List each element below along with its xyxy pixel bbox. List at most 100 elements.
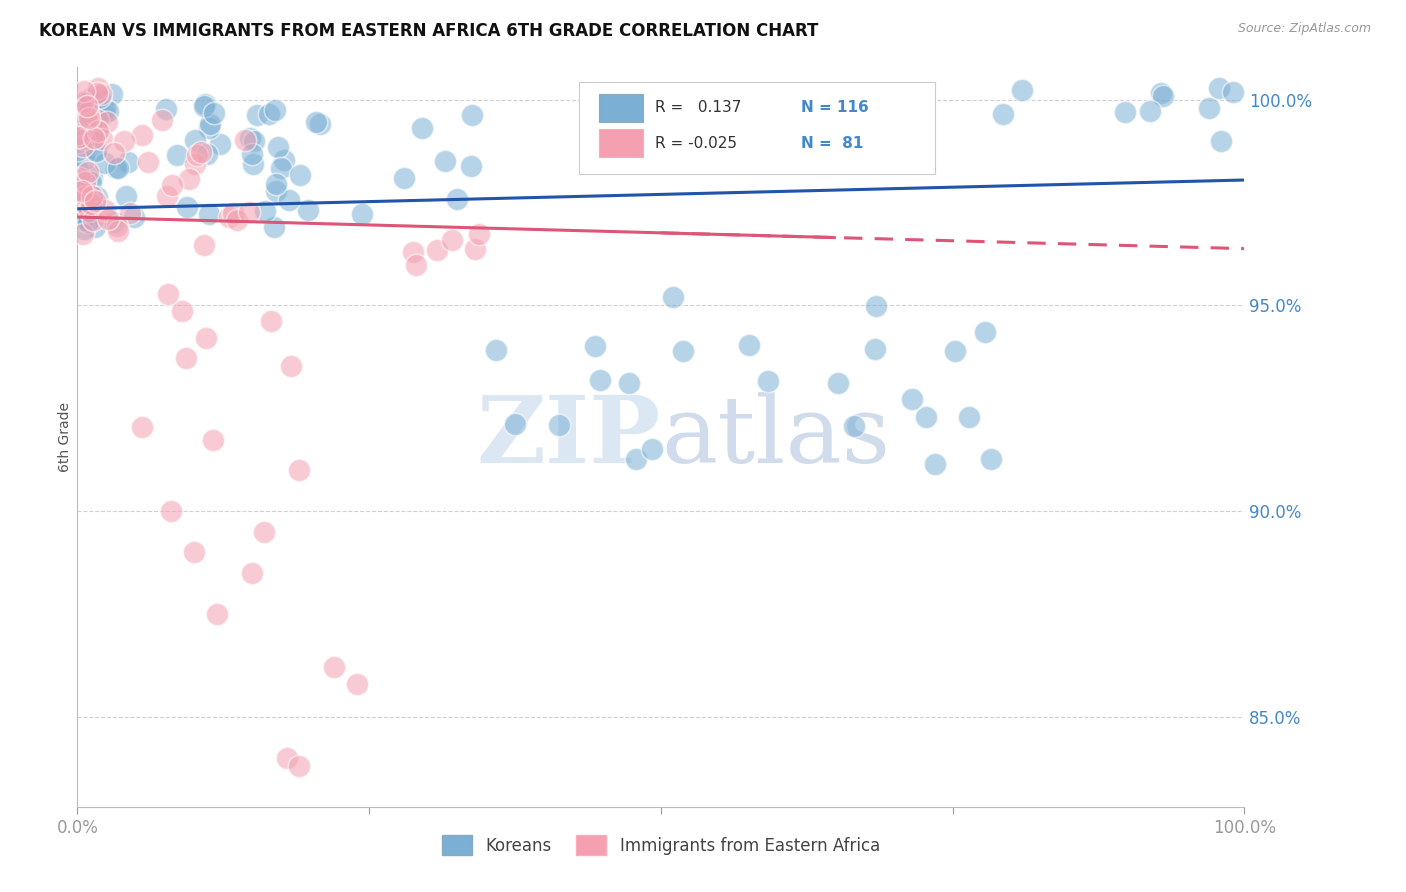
Point — [172, 304, 194, 318]
FancyBboxPatch shape — [579, 82, 935, 174]
Point — [72, 184, 94, 198]
Point — [76, 215, 98, 229]
Point — [263, 219, 285, 234]
Point — [67, 114, 90, 128]
Point — [82, 169, 104, 184]
Point — [246, 107, 269, 121]
Point — [304, 115, 326, 129]
Point — [233, 133, 256, 147]
Text: Source: ZipAtlas.com: Source: ZipAtlas.com — [1237, 22, 1371, 36]
Point — [72, 95, 94, 110]
Point — [67, 116, 90, 130]
Point — [901, 392, 924, 406]
Point — [273, 153, 295, 168]
Point — [461, 108, 484, 122]
Point — [120, 205, 142, 219]
Text: N = 116: N = 116 — [801, 100, 869, 115]
Point — [70, 205, 93, 219]
Point — [67, 127, 90, 141]
Point — [72, 227, 94, 241]
Point — [97, 104, 120, 119]
Point — [974, 326, 997, 340]
Point — [239, 131, 262, 145]
Point — [202, 106, 225, 120]
Point — [83, 131, 105, 145]
Point — [93, 107, 115, 121]
Point — [86, 190, 108, 204]
Bar — [599, 129, 644, 157]
Point — [207, 607, 229, 621]
Point — [240, 147, 263, 161]
Point — [75, 152, 97, 166]
Point — [1211, 134, 1233, 148]
Point — [79, 100, 101, 114]
Point — [280, 359, 302, 373]
Point — [924, 458, 946, 472]
Point — [76, 112, 98, 126]
Point — [352, 206, 374, 220]
Point — [1222, 85, 1244, 99]
Text: R =   0.137: R = 0.137 — [655, 100, 741, 115]
Point — [865, 342, 887, 356]
Point — [94, 156, 117, 170]
Point — [468, 227, 491, 242]
Point — [67, 144, 90, 158]
Point — [184, 133, 207, 147]
Point — [222, 206, 245, 220]
Point — [89, 124, 111, 138]
Point — [90, 87, 112, 102]
Point — [136, 154, 159, 169]
Point — [76, 104, 98, 119]
Point — [186, 148, 208, 162]
Point — [238, 205, 260, 219]
Point — [346, 677, 368, 691]
Point — [661, 290, 683, 304]
Point — [957, 409, 980, 424]
Point — [77, 212, 100, 227]
Point — [69, 186, 91, 201]
Point — [218, 210, 240, 224]
Text: atlas: atlas — [661, 392, 890, 482]
Point — [72, 120, 94, 135]
Point — [426, 243, 449, 257]
Point — [122, 210, 145, 224]
Point — [257, 107, 280, 121]
Point — [73, 84, 96, 98]
Point — [159, 504, 181, 518]
Point — [103, 215, 125, 229]
Point — [96, 115, 118, 129]
Point — [297, 202, 319, 217]
Point — [464, 243, 486, 257]
Point — [190, 145, 212, 159]
Point — [75, 175, 97, 189]
Point — [155, 102, 177, 116]
Point — [76, 99, 98, 113]
Point — [626, 452, 648, 467]
Point — [641, 442, 664, 456]
Point — [70, 130, 93, 145]
Point — [131, 419, 153, 434]
Point — [260, 314, 283, 328]
Point — [225, 212, 247, 227]
Point — [162, 178, 184, 193]
Point — [1114, 105, 1136, 120]
Point — [183, 545, 205, 559]
Point — [69, 191, 91, 205]
Point — [72, 212, 94, 227]
Point — [242, 566, 264, 580]
Point — [80, 113, 103, 128]
Point — [193, 99, 215, 113]
Point — [309, 117, 332, 131]
Point — [548, 417, 571, 432]
Point — [197, 121, 219, 136]
Point — [69, 171, 91, 186]
Point — [844, 418, 866, 433]
Point — [67, 163, 90, 178]
Point — [67, 130, 90, 145]
Point — [87, 80, 110, 95]
Point — [484, 343, 506, 357]
Point — [264, 103, 287, 117]
Point — [72, 195, 94, 210]
Point — [266, 178, 288, 192]
Point — [114, 189, 136, 203]
